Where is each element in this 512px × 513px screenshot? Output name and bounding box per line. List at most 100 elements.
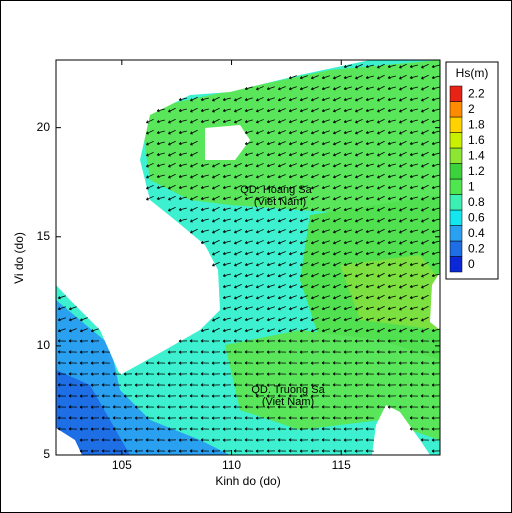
wave-arrow: [200, 416, 210, 420]
wave-arrow: [266, 317, 275, 322]
wave-arrow: [387, 152, 396, 157]
wave-arrow: [244, 207, 253, 212]
wave-arrow: [343, 273, 352, 278]
wave-arrow: [68, 350, 78, 354]
wave-arrow: [409, 328, 418, 333]
wave-arrow: [365, 273, 374, 278]
wave-arrow: [178, 350, 188, 354]
wave-arrow: [343, 229, 352, 234]
wave-arrow: [343, 108, 352, 113]
wave-arrow: [399, 283, 407, 289]
wave-arrow: [244, 108, 253, 113]
wave-arrow: [377, 217, 385, 223]
wave-arrow: [421, 151, 429, 157]
wave-arrow: [123, 427, 133, 431]
wave-arrow: [156, 174, 165, 179]
wave-arrow: [234, 107, 242, 113]
wave-arrow: [355, 96, 363, 102]
wave-arrow: [212, 195, 220, 201]
wave-arrow: [234, 195, 242, 201]
wave-arrow: [321, 449, 331, 453]
wave-arrow: [90, 394, 100, 398]
wave-arrow: [79, 405, 89, 409]
wave-arrow: [233, 427, 243, 431]
wave-arrow: [68, 394, 78, 398]
wave-arrow: [79, 438, 89, 442]
wave-arrow: [321, 328, 330, 333]
wave-arrow: [377, 140, 385, 146]
wave-arrow: [79, 383, 89, 387]
wave-arrow: [377, 195, 385, 201]
wave-arrow: [57, 317, 66, 322]
wave-arrow: [332, 350, 342, 354]
wave-arrow: [387, 361, 397, 365]
annotation: QD. Hoang Sa: [240, 184, 312, 196]
wave-arrow: [310, 130, 319, 135]
wave-arrow: [266, 372, 276, 376]
wave-arrow: [387, 64, 396, 69]
wave-arrow: [255, 262, 264, 267]
wave-arrow: [277, 449, 287, 453]
wave-arrow: [377, 239, 385, 245]
wave-arrow: [234, 261, 242, 267]
wave-arrow: [365, 174, 374, 179]
wave-arrow: [266, 119, 275, 124]
colorbar-label: 0.4: [468, 226, 485, 240]
wave-arrow: [145, 405, 155, 409]
wave-arrow: [354, 372, 364, 376]
wave-arrow: [266, 86, 275, 91]
wave-arrow: [409, 262, 418, 267]
wave-arrow: [212, 217, 220, 223]
wave-arrow: [101, 427, 111, 431]
wave-arrow: [255, 295, 264, 300]
wave-arrow: [310, 438, 320, 442]
wave-arrow: [277, 262, 286, 267]
wave-arrow: [299, 108, 308, 113]
wave-arrow: [255, 328, 264, 333]
wave-arrow: [343, 196, 352, 201]
wave-arrow: [244, 317, 253, 322]
wave-arrow: [355, 129, 363, 135]
wave-arrow: [200, 119, 209, 124]
y-tick-label: 15: [37, 229, 51, 243]
x-tick-label: 105: [112, 458, 132, 472]
wave-arrow: [387, 240, 396, 245]
wave-arrow: [431, 196, 440, 201]
wave-arrow: [288, 317, 297, 322]
wave-arrow: [178, 141, 187, 146]
wave-arrow: [244, 372, 254, 376]
colorbar-cell: [449, 225, 463, 242]
wave-arrow: [200, 372, 210, 376]
wave-arrow: [288, 207, 297, 212]
wave-arrow: [321, 163, 330, 168]
wave-arrow: [387, 284, 396, 289]
wave-arrow: [332, 427, 342, 431]
wave-arrow: [398, 339, 408, 343]
wave-arrow: [288, 361, 298, 365]
wave-arrow: [244, 438, 254, 442]
wave-arrow: [399, 228, 407, 234]
wave-arrow: [79, 416, 89, 420]
wave-arrow: [288, 130, 297, 135]
wave-arrow: [277, 273, 286, 278]
y-axis-label: Vi do (do): [12, 232, 26, 284]
wave-arrow: [310, 163, 319, 168]
wave-arrow: [167, 416, 177, 420]
wave-arrow: [277, 317, 286, 322]
wave-arrow: [365, 328, 374, 333]
wave-arrow: [355, 228, 363, 234]
wave-arrow: [377, 272, 385, 278]
wave-arrow: [332, 361, 342, 365]
wave-arrow: [343, 262, 352, 267]
wave-arrow: [409, 295, 418, 300]
wave-arrow: [222, 185, 231, 190]
wave-arrow: [233, 350, 243, 354]
wave-arrow: [288, 97, 297, 102]
wave-arrow: [421, 239, 429, 245]
wave-arrow: [365, 372, 375, 376]
colorbar-label: 0.8: [468, 195, 485, 209]
wave-arrow: [354, 427, 364, 431]
wave-arrow: [332, 229, 341, 234]
wave-arrow: [200, 229, 209, 234]
wave-arrow: [123, 438, 133, 442]
